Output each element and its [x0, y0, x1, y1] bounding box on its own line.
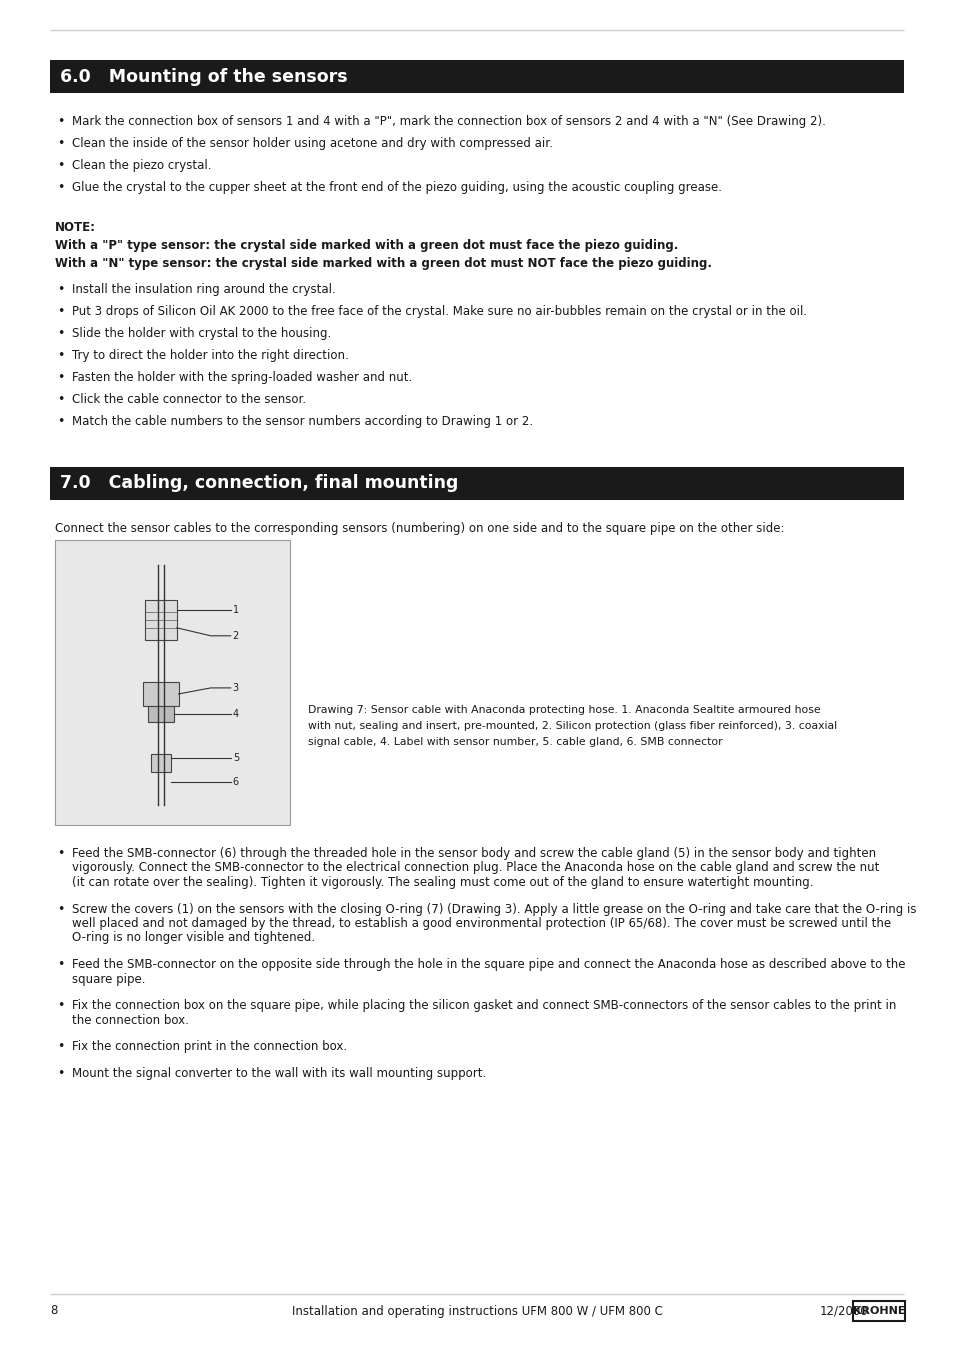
Bar	[145, 600, 176, 639]
Text: 8: 8	[50, 1304, 57, 1318]
Text: 5: 5	[233, 753, 239, 764]
Text: Feed the SMB-connector on the opposite side through the hole in the square pipe : Feed the SMB-connector on the opposite s…	[71, 958, 904, 971]
Text: •: •	[57, 1000, 64, 1012]
Text: Installation and operating instructions UFM 800 W / UFM 800 C: Installation and operating instructions …	[292, 1304, 661, 1318]
Text: •: •	[57, 1067, 64, 1079]
Text: Drawing 7: Sensor cable with Anaconda protecting hose. 1. Anaconda Sealtite armo: Drawing 7: Sensor cable with Anaconda pr…	[308, 706, 820, 715]
Text: NOTE:: NOTE:	[55, 221, 96, 233]
Text: •: •	[57, 902, 64, 916]
Bar	[50, 59, 903, 93]
Text: Fix the connection box on the square pipe, while placing the silicon gasket and : Fix the connection box on the square pip…	[71, 1000, 896, 1012]
Text: 7.0   Cabling, connection, final mounting: 7.0 Cabling, connection, final mounting	[60, 475, 457, 492]
Text: •: •	[57, 371, 64, 384]
Bar	[852, 1300, 904, 1321]
Text: Mount the signal converter to the wall with its wall mounting support.: Mount the signal converter to the wall w…	[71, 1067, 486, 1079]
Text: •: •	[57, 393, 64, 406]
Text: •: •	[57, 305, 64, 318]
Text: with nut, sealing and insert, pre-mounted, 2. Silicon protection (glass fiber re: with nut, sealing and insert, pre-mounte…	[308, 722, 836, 731]
Text: square pipe.: square pipe.	[71, 973, 146, 986]
Text: Try to direct the holder into the right direction.: Try to direct the holder into the right …	[71, 349, 349, 362]
Text: vigorously. Connect the SMB-connector to the electrical connection plug. Place t: vigorously. Connect the SMB-connector to…	[71, 862, 879, 874]
Text: Put 3 drops of Silicon Oil AK 2000 to the free face of the crystal. Make sure no: Put 3 drops of Silicon Oil AK 2000 to th…	[71, 305, 806, 318]
Text: Install the insulation ring around the crystal.: Install the insulation ring around the c…	[71, 283, 335, 295]
Text: •: •	[57, 159, 64, 173]
Text: 6: 6	[233, 777, 238, 788]
Text: •: •	[57, 415, 64, 428]
Text: •: •	[57, 283, 64, 295]
Text: •: •	[57, 115, 64, 128]
Text: Feed the SMB-connector (6) through the threaded hole in the sensor body and scre: Feed the SMB-connector (6) through the t…	[71, 847, 875, 861]
Bar	[143, 681, 178, 706]
Text: 3: 3	[233, 683, 238, 693]
Text: (it can rotate over the sealing). Tighten it vigorously. The sealing must come o: (it can rotate over the sealing). Tighte…	[71, 876, 813, 889]
Text: Screw the covers (1) on the sensors with the closing O-ring (7) (Drawing 3). App: Screw the covers (1) on the sensors with…	[71, 902, 916, 916]
Bar	[151, 754, 171, 772]
Text: Clean the inside of the sensor holder using acetone and dry with compressed air.: Clean the inside of the sensor holder us…	[71, 138, 553, 150]
Text: O-ring is no longer visible and tightened.: O-ring is no longer visible and tightene…	[71, 932, 314, 944]
Text: signal cable, 4. Label with sensor number, 5. cable gland, 6. SMB connector: signal cable, 4. Label with sensor numbe…	[308, 738, 721, 747]
Text: 2: 2	[233, 631, 239, 641]
Text: Click the cable connector to the sensor.: Click the cable connector to the sensor.	[71, 393, 306, 406]
Text: Match the cable numbers to the sensor numbers according to Drawing 1 or 2.: Match the cable numbers to the sensor nu…	[71, 415, 533, 428]
Text: •: •	[57, 326, 64, 340]
Text: •: •	[57, 181, 64, 194]
Text: the connection box.: the connection box.	[71, 1013, 189, 1027]
Bar	[55, 540, 290, 826]
Text: well placed and not damaged by the thread, to establish a good environmental pro: well placed and not damaged by the threa…	[71, 917, 890, 929]
Text: Mark the connection box of sensors 1 and 4 with a "P", mark the connection box o: Mark the connection box of sensors 1 and…	[71, 115, 825, 128]
Text: Glue the crystal to the cupper sheet at the front end of the piezo guiding, usin: Glue the crystal to the cupper sheet at …	[71, 181, 721, 194]
Text: 1: 1	[233, 604, 238, 615]
Text: •: •	[57, 1040, 64, 1054]
Text: •: •	[57, 138, 64, 150]
Text: 6.0   Mounting of the sensors: 6.0 Mounting of the sensors	[60, 67, 347, 85]
Text: Fasten the holder with the spring-loaded washer and nut.: Fasten the holder with the spring-loaded…	[71, 371, 412, 384]
Text: With a "P" type sensor: the crystal side marked with a green dot must face the p: With a "P" type sensor: the crystal side…	[55, 239, 678, 252]
Text: •: •	[57, 958, 64, 971]
Text: KROHNE: KROHNE	[852, 1306, 904, 1317]
Text: Connect the sensor cables to the corresponding sensors (numbering) on one side a: Connect the sensor cables to the corresp…	[55, 522, 783, 536]
Text: 4: 4	[233, 710, 238, 719]
Text: Slide the holder with crystal to the housing.: Slide the holder with crystal to the hou…	[71, 326, 331, 340]
Text: Clean the piezo crystal.: Clean the piezo crystal.	[71, 159, 212, 173]
Text: 12/2000: 12/2000	[820, 1304, 868, 1318]
Text: •: •	[57, 349, 64, 362]
Bar	[50, 467, 903, 500]
Text: •: •	[57, 847, 64, 861]
Bar	[148, 706, 173, 722]
Text: Fix the connection print in the connection box.: Fix the connection print in the connecti…	[71, 1040, 347, 1054]
Text: With a "N" type sensor: the crystal side marked with a green dot must NOT face t: With a "N" type sensor: the crystal side…	[55, 258, 711, 270]
